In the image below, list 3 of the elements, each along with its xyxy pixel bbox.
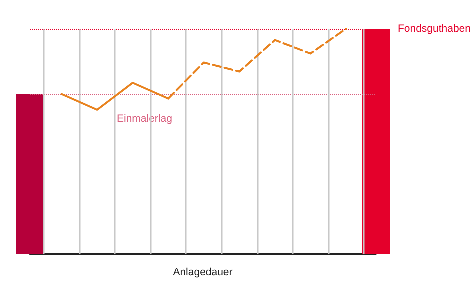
x-axis-title: Anlagedauer <box>173 266 234 278</box>
ref-line-label: Einmalerlag <box>117 112 173 125</box>
ref-line-label: Fondsguthaben <box>398 23 472 35</box>
